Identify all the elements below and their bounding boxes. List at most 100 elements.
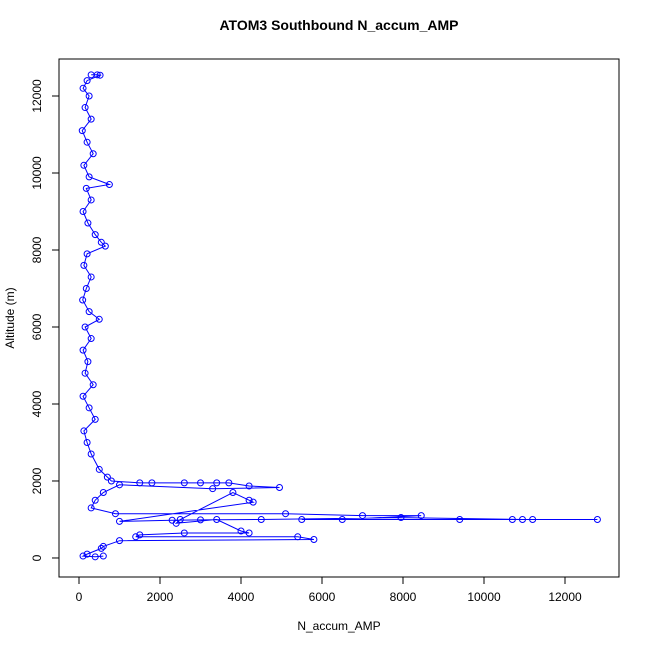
data-point [338,515,346,523]
data-point [95,465,103,473]
data-point [89,381,97,389]
data-point [82,184,90,192]
data-point [93,71,101,79]
x-tick-label: 10000 [467,590,501,604]
data-point [417,512,425,520]
data-point [97,544,105,552]
data-point [87,115,95,123]
data-point [111,510,119,518]
y-tick-label: 0 [30,554,44,561]
data-point [95,315,103,323]
data-point [275,484,283,492]
data-point [213,515,221,523]
data-point [397,514,405,522]
x-tick-label: 6000 [309,590,336,604]
data-point [229,489,237,497]
data-point [84,219,92,227]
data-point [91,496,99,504]
data-point [83,77,91,85]
data-point [310,536,318,544]
data-point [83,250,91,258]
data-point [136,479,144,487]
data-point [245,482,253,490]
data-point [172,519,180,527]
data-point [91,553,99,561]
data-point [80,261,88,269]
data-point [85,92,93,100]
data-point [116,481,124,489]
data-point [79,392,87,400]
data-point [107,477,115,485]
data-point [245,496,253,504]
data-point [80,427,88,435]
data-point [101,242,109,250]
y-axis-label: Altitude (m) [3,287,17,348]
data-point [99,489,107,497]
data-point [87,450,95,458]
data-point [84,358,92,366]
data-point [298,515,306,523]
data-point [85,173,93,181]
data-point [87,335,95,343]
y-tick-label: 12000 [30,79,44,113]
data-point [245,529,253,537]
data-point [87,504,95,512]
x-tick-label: 2000 [147,590,174,604]
data-point [225,479,233,487]
data-point [81,369,89,377]
data-point [518,515,526,523]
data-point [209,485,217,493]
y-tick-label: 6000 [30,313,44,340]
data-point [359,512,367,520]
data-point [79,207,87,215]
data-point [213,479,221,487]
data-point [180,529,188,537]
data-point [83,438,91,446]
data-point [456,515,464,523]
data-point [87,196,95,204]
data-point [81,104,89,112]
x-tick-label: 4000 [228,590,255,604]
data-point [78,127,86,135]
data-point [180,479,188,487]
data-point [257,515,265,523]
data-point [79,296,87,304]
data-point [99,552,107,560]
data-point [148,479,156,487]
data-point [508,515,516,523]
x-tick-label: 12000 [548,590,582,604]
y-tick-label: 10000 [30,156,44,190]
data-point [197,516,205,524]
data-point [79,552,87,560]
data-point [99,542,107,550]
data-point [197,479,205,487]
y-tick-label: 2000 [30,467,44,494]
x-tick-label: 8000 [390,590,417,604]
data-point [96,71,104,79]
data-point [89,150,97,158]
x-tick-label: 0 [76,590,83,604]
data-point [79,346,87,354]
x-axis-label: N_accum_AMP [297,619,380,633]
data-point [85,404,93,412]
data-point [82,284,90,292]
data-point [136,531,144,539]
chart-title: ATOM3 Southbound N_accum_AMP [219,17,458,33]
data-point [91,415,99,423]
data-point [105,181,113,189]
data-point [116,537,124,545]
data-point [103,473,111,481]
data-point [79,84,87,92]
data-point [81,323,89,331]
data-point [132,533,140,541]
data-line [81,74,598,558]
data-point [529,515,537,523]
y-tick-label: 8000 [30,236,44,263]
data-point [87,273,95,281]
y-tick-label: 4000 [30,390,44,417]
data-point [80,161,88,169]
data-point [91,231,99,239]
data-point [176,515,184,523]
